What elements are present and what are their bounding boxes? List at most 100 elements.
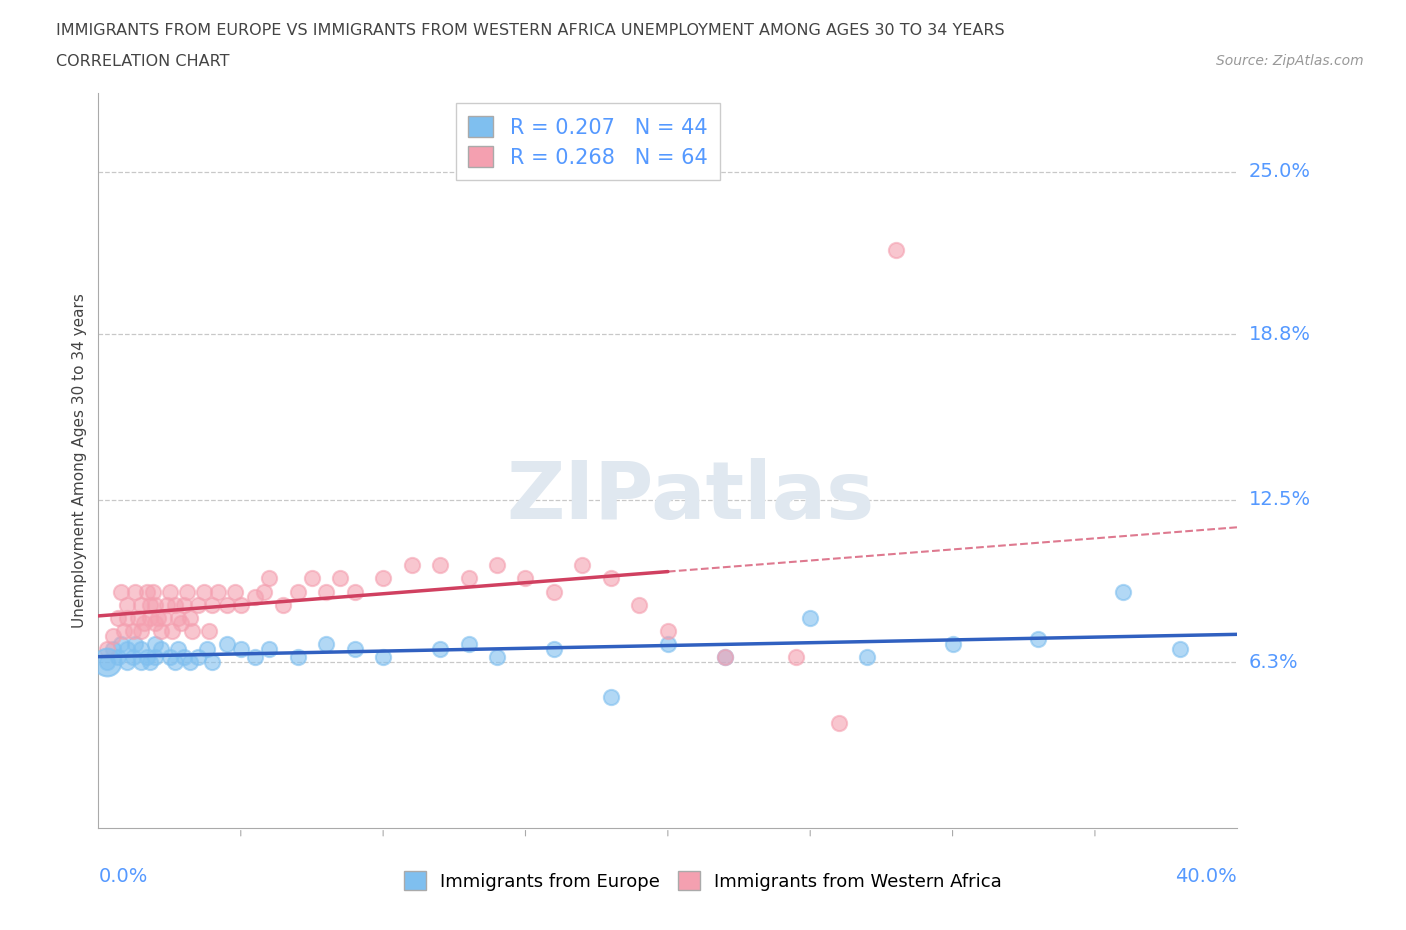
Point: [243, 650, 266, 665]
Point: [457, 571, 479, 586]
Point: [150, 623, 173, 638]
Point: [343, 584, 366, 599]
Point: [162, 623, 184, 638]
Point: [224, 584, 246, 599]
Point: [167, 642, 190, 657]
Point: [135, 584, 157, 599]
Point: [132, 616, 155, 631]
Point: [543, 642, 565, 657]
Point: [207, 584, 229, 599]
Text: 6.3%: 6.3%: [1249, 653, 1298, 671]
Point: [457, 636, 479, 651]
Point: [138, 655, 160, 670]
Legend: Immigrants from Europe, Immigrants from Western Africa: Immigrants from Europe, Immigrants from …: [396, 864, 1010, 897]
Point: [129, 623, 152, 638]
Point: [107, 610, 129, 625]
Point: [252, 584, 274, 599]
Point: [145, 597, 167, 612]
Point: [138, 610, 160, 625]
Point: [301, 571, 323, 586]
Point: [714, 650, 737, 665]
Point: [156, 597, 179, 612]
Point: [181, 623, 204, 638]
Point: [101, 629, 124, 644]
Point: [96, 642, 118, 657]
Point: [107, 650, 129, 665]
Text: 18.8%: 18.8%: [1249, 325, 1310, 344]
Point: [145, 616, 167, 631]
Point: [115, 610, 138, 625]
Point: [145, 636, 167, 651]
Point: [215, 636, 238, 651]
Point: [129, 655, 152, 670]
Point: [121, 650, 143, 665]
Y-axis label: Unemployment Among Ages 30 to 34 years: Unemployment Among Ages 30 to 34 years: [72, 293, 87, 628]
Point: [115, 655, 138, 670]
Point: [229, 642, 252, 657]
Point: [112, 623, 135, 638]
Point: [373, 571, 395, 586]
Point: [486, 650, 509, 665]
Point: [110, 636, 132, 651]
Text: 40.0%: 40.0%: [1175, 867, 1237, 885]
Point: [148, 610, 170, 625]
Point: [884, 243, 907, 258]
Point: [657, 636, 679, 651]
Point: [110, 584, 132, 599]
Point: [942, 636, 965, 651]
Point: [96, 655, 118, 670]
Point: [141, 584, 163, 599]
Point: [159, 584, 181, 599]
Point: [96, 655, 118, 670]
Point: [315, 584, 337, 599]
Text: ZIPatlas: ZIPatlas: [506, 458, 875, 536]
Point: [187, 650, 209, 665]
Point: [1026, 631, 1049, 646]
Text: 25.0%: 25.0%: [1249, 162, 1310, 181]
Point: [165, 597, 187, 612]
Point: [167, 610, 190, 625]
Point: [179, 655, 201, 670]
Point: [571, 558, 593, 573]
Point: [165, 655, 187, 670]
Point: [201, 655, 224, 670]
Point: [179, 610, 201, 625]
Point: [129, 642, 152, 657]
Point: [628, 597, 651, 612]
Point: [343, 642, 366, 657]
Point: [785, 650, 807, 665]
Point: [401, 558, 423, 573]
Point: [150, 642, 173, 657]
Point: [201, 597, 224, 612]
Point: [101, 642, 124, 657]
Text: 0.0%: 0.0%: [98, 867, 148, 885]
Point: [259, 571, 281, 586]
Point: [828, 715, 851, 730]
Point: [315, 636, 337, 651]
Point: [243, 590, 266, 604]
Point: [515, 571, 537, 586]
Point: [173, 650, 195, 665]
Point: [138, 597, 160, 612]
Point: [543, 584, 565, 599]
Point: [127, 610, 149, 625]
Point: [176, 584, 198, 599]
Point: [145, 650, 167, 665]
Point: [1112, 584, 1135, 599]
Text: IMMIGRANTS FROM EUROPE VS IMMIGRANTS FROM WESTERN AFRICA UNEMPLOYMENT AMONG AGES: IMMIGRANTS FROM EUROPE VS IMMIGRANTS FRO…: [56, 23, 1005, 38]
Point: [153, 610, 176, 625]
Point: [486, 558, 509, 573]
Point: [124, 636, 146, 651]
Point: [329, 571, 352, 586]
Text: Source: ZipAtlas.com: Source: ZipAtlas.com: [1216, 54, 1364, 68]
Point: [187, 597, 209, 612]
Point: [135, 650, 157, 665]
Point: [195, 642, 218, 657]
Point: [429, 558, 451, 573]
Text: 12.5%: 12.5%: [1249, 490, 1310, 510]
Point: [287, 584, 309, 599]
Point: [121, 623, 143, 638]
Point: [1170, 642, 1192, 657]
Point: [115, 597, 138, 612]
Point: [173, 597, 195, 612]
